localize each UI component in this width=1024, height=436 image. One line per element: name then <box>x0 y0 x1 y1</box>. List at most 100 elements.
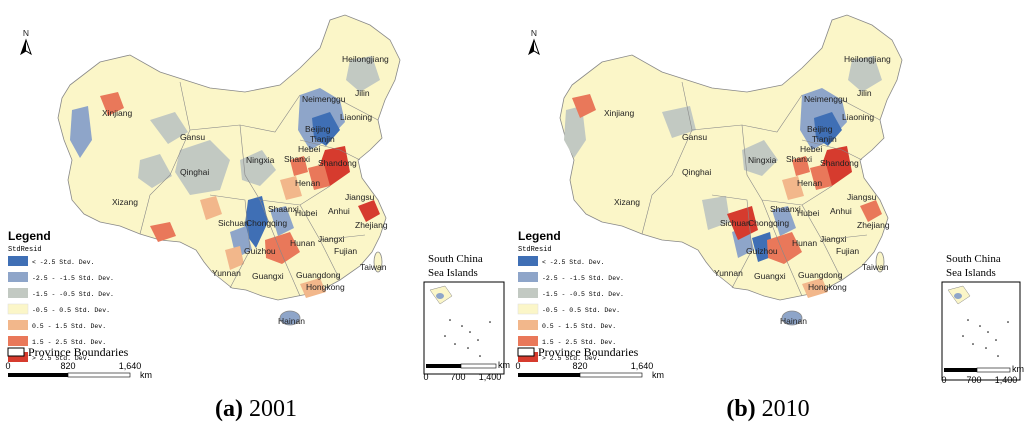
svg-text:km: km <box>498 360 510 370</box>
province-boundary-swatch <box>517 347 535 357</box>
china-landmass <box>57 14 401 301</box>
province-label: Guizhou <box>746 246 778 256</box>
province-label: Guangdong <box>296 270 341 280</box>
province-boundaries <box>139 81 379 297</box>
legend-swatch <box>8 256 28 266</box>
legend-field: StdResid <box>518 246 552 254</box>
province-label: Heilongjiang <box>844 54 891 64</box>
province-label: Shanxi <box>284 154 310 164</box>
legend-field: StdResid <box>8 246 42 254</box>
svg-text:1,640: 1,640 <box>631 361 654 371</box>
hainan-island <box>279 310 301 326</box>
south-china-sea-inset: South China Sea Islands 0 700 1,400 km <box>423 253 510 382</box>
province-label: Guangxi <box>754 271 786 281</box>
province-label: Tianjin <box>812 134 837 144</box>
province-label: Jiangxi <box>318 234 345 244</box>
province-label: Taiwan <box>862 262 889 272</box>
hainan-island <box>781 310 803 326</box>
svg-text:-2.5 - -1.5 Std. Dev.: -2.5 - -1.5 Std. Dev. <box>542 275 624 282</box>
province-label: Ningxia <box>246 155 275 165</box>
province-label: Neimenggu <box>302 94 346 104</box>
negative-residual-patches <box>564 56 882 262</box>
map-panel-2001: N <box>5 14 510 422</box>
province-label: Fujian <box>836 246 859 256</box>
china-map-2001: N <box>5 14 510 382</box>
svg-text:< -2.5 Std. Dev.: < -2.5 Std. Dev. <box>542 259 604 266</box>
map-legend: Legend StdResid < -2.5 Std. Dev. -2.5 - … <box>517 229 624 362</box>
province-label: Jiangsu <box>847 192 877 202</box>
legend-swatch <box>517 303 539 315</box>
svg-text:700: 700 <box>966 375 981 385</box>
province-label: Hainan <box>780 316 807 326</box>
island-dots <box>444 319 491 357</box>
legend-swatch <box>518 256 538 266</box>
taiwan-island <box>875 251 885 273</box>
province-label: Hebei <box>800 144 822 154</box>
legend-swatch <box>8 336 28 346</box>
province-label: Tianjin <box>310 134 335 144</box>
svg-text:> 2.5 Std. Dev.: > 2.5 Std. Dev. <box>542 355 601 362</box>
svg-text:820: 820 <box>572 361 587 371</box>
svg-text:-0.5 - 0.5 Std. Dev.: -0.5 - 0.5 Std. Dev. <box>32 307 110 314</box>
province-label: Shandong <box>820 158 859 168</box>
province-labels: Heilongjiang Jilin Liaoning Neimenggu Be… <box>102 54 389 326</box>
svg-text:0: 0 <box>941 375 946 385</box>
caption-2001: (a) 2001 <box>215 396 297 422</box>
province-label: Yunnan <box>714 268 743 278</box>
map-legend: Legend StdResid < -2.5 Std. Dev. -2.5 - … <box>7 229 114 362</box>
svg-text:1,400: 1,400 <box>479 372 502 382</box>
province-label: Shaanxi <box>268 204 299 214</box>
legend-swatch <box>518 320 538 330</box>
province-label: Hongkong <box>306 282 345 292</box>
province-label: Xizang <box>614 197 640 207</box>
negative-residual-patches <box>70 56 380 258</box>
positive-residual-patches <box>100 92 380 298</box>
island-dots <box>962 319 1009 357</box>
province-label: Neimenggu <box>804 94 848 104</box>
province-boundaries <box>641 81 881 297</box>
province-label: Qinghai <box>180 167 209 177</box>
svg-text:km: km <box>652 370 664 380</box>
legend-swatch <box>8 320 28 330</box>
province-label: Guizhou <box>244 246 276 256</box>
province-label: Jiangsu <box>345 192 375 202</box>
svg-text:-0.5 - 0.5 Std. Dev.: -0.5 - 0.5 Std. Dev. <box>542 307 620 314</box>
province-label: Yunnan <box>212 268 241 278</box>
svg-text:N: N <box>23 28 29 38</box>
province-label: Anhui <box>328 206 350 216</box>
province-label: Jilin <box>857 88 872 98</box>
province-label: Ningxia <box>748 155 777 165</box>
svg-text:700: 700 <box>450 372 465 382</box>
inset-title-line2: Sea Islands <box>946 267 996 279</box>
map-panel-2010: N <box>512 0 1024 436</box>
province-label: Xinjiang <box>102 108 133 118</box>
svg-text:820: 820 <box>60 361 75 371</box>
north-arrow-icon: N <box>20 28 32 56</box>
legend-swatch <box>518 288 538 298</box>
province-boundaries-label: Province Boundaries <box>28 345 129 359</box>
province-label: Xizang <box>112 197 138 207</box>
legend-swatch <box>518 352 538 362</box>
scale-bar: Province Boundaries 0 820 1,640 km <box>515 345 664 380</box>
svg-text:0.5 - 1.5 Std. Dev.: 0.5 - 1.5 Std. Dev. <box>542 323 616 330</box>
legend-swatch <box>8 288 28 298</box>
province-label: Taiwan <box>360 262 387 272</box>
svg-text:1.5 - 2.5 Std. Dev.: 1.5 - 2.5 Std. Dev. <box>32 339 106 346</box>
province-label: Jiangxi <box>820 234 847 244</box>
province-label: Zhejiang <box>355 220 388 230</box>
province-label: Qinghai <box>682 167 711 177</box>
province-boundaries-label: Province Boundaries <box>538 345 639 359</box>
province-label: Chongqing <box>748 218 789 228</box>
province-label: Sichuan <box>218 218 249 228</box>
province-label: Liaoning <box>340 112 372 122</box>
province-label: Gansu <box>682 132 707 142</box>
svg-text:km: km <box>140 370 152 380</box>
province-label: Hubei <box>295 208 317 218</box>
province-label: Shandong <box>318 158 357 168</box>
province-label: Beijing <box>807 124 833 134</box>
caption-2010: (b) 2010 <box>726 396 810 422</box>
legend-title: Legend <box>8 229 51 243</box>
legend-swatch <box>8 352 28 362</box>
svg-text:N: N <box>531 28 537 38</box>
province-label: Henan <box>797 178 822 188</box>
